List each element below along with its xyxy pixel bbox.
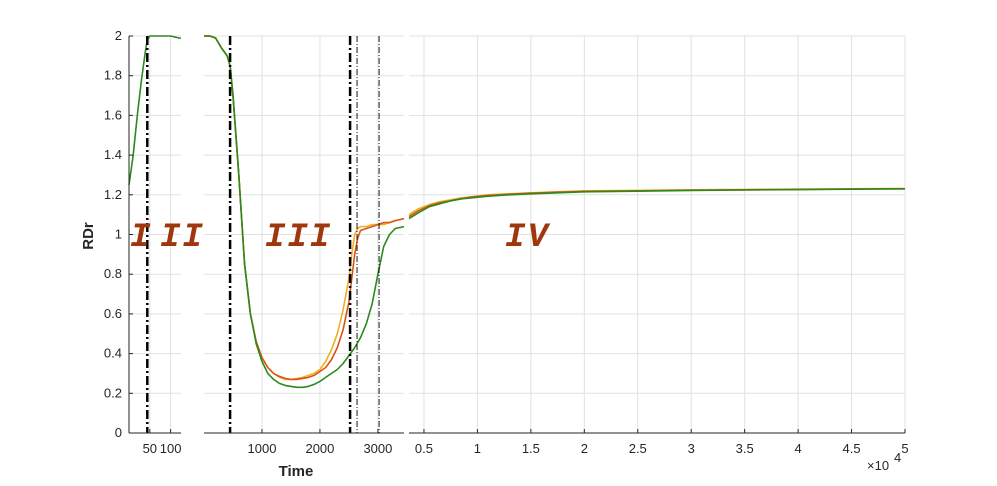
x-tick-label-3-4: 2.5 xyxy=(629,441,647,456)
y-tick-label-7: 1.4 xyxy=(104,147,122,162)
series-green-panel-3 xyxy=(408,188,906,220)
series-orange-panel-3 xyxy=(408,187,906,216)
phase-label-3: III xyxy=(265,219,332,257)
x-exponent-power: 4 xyxy=(894,450,901,465)
vline-layer xyxy=(146,36,380,433)
series-layer xyxy=(128,35,906,389)
x-exponent-base: ×10 xyxy=(867,458,889,473)
x-tick-label-2-1: 2000 xyxy=(305,441,334,456)
x-tick-label-3-1: 1 xyxy=(474,441,481,456)
x-tick-label-3-8: 4.5 xyxy=(843,441,861,456)
y-tick-label-9: 1.8 xyxy=(104,68,122,83)
series-green-panel-1 xyxy=(128,35,181,186)
series-red-panel-3 xyxy=(408,188,906,218)
x-tick-label-3-3: 2 xyxy=(581,441,588,456)
phase-label-1: I xyxy=(130,219,152,257)
series-orange-panel-2 xyxy=(204,35,405,381)
y-tick-label-8: 1.6 xyxy=(104,107,122,122)
x-tick-label-3-5: 3 xyxy=(688,441,695,456)
x-tick-label-3-9: 5 xyxy=(901,441,908,456)
x-tick-label-1-1: 100 xyxy=(160,441,182,456)
y-tick-label-0: 0 xyxy=(115,425,122,440)
y-tick-label-6: 1.2 xyxy=(104,187,122,202)
x-tick-label-2-0: 1000 xyxy=(248,441,277,456)
phase-label-4: IV xyxy=(505,219,550,257)
x-tick-label-3-6: 3.5 xyxy=(736,441,754,456)
x-tick-label-3-7: 4 xyxy=(794,441,801,456)
y-tick-label-1: 0.2 xyxy=(104,385,122,400)
x-tick-label-1-0: 50 xyxy=(143,441,157,456)
x-tick-label-3-0: 0.5 xyxy=(415,441,433,456)
y-axis-title: RDr xyxy=(80,222,97,250)
x-axis-title: Time xyxy=(279,463,314,480)
y-tick-label-5: 1 xyxy=(115,227,122,242)
y-tick-label-2: 0.4 xyxy=(104,346,122,361)
y-tick-label-10: 2 xyxy=(115,28,122,43)
phase-label-2: II xyxy=(160,219,205,257)
y-tick-label-4: 0.8 xyxy=(104,266,122,281)
axis-layer: 50 100 1000 2000 3000 0.5 1 1.5 2 2.5 3 3.5 4 4.5 500.… xyxy=(104,28,909,456)
series-red-panel-2 xyxy=(204,35,405,381)
series-green-panel-2 xyxy=(204,35,405,389)
x-tick-label-3-2: 1.5 xyxy=(522,441,540,456)
y-tick-label-3: 0.6 xyxy=(104,306,122,321)
grid-layer xyxy=(129,35,906,434)
x-tick-label-2-2: 3000 xyxy=(363,441,392,456)
